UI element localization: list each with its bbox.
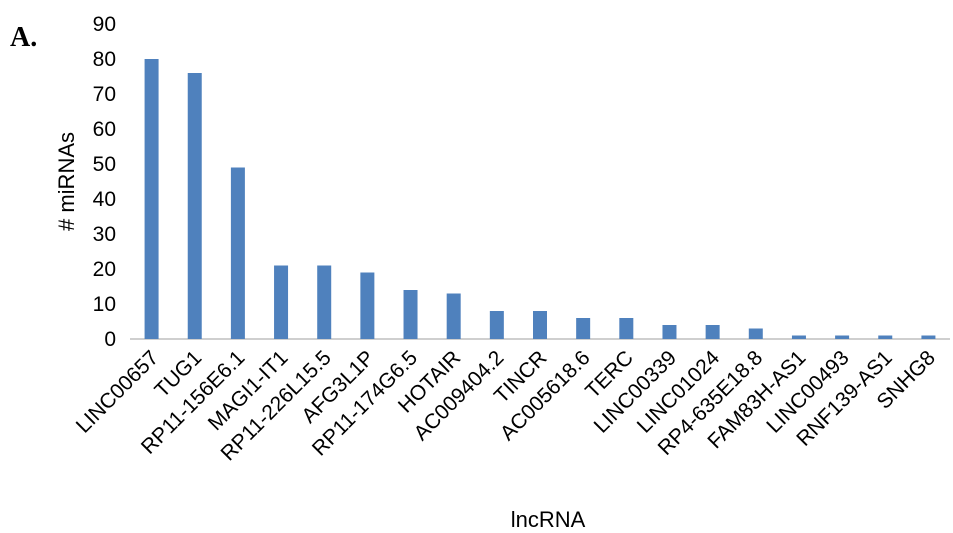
bar-linc01024 xyxy=(705,325,720,339)
bar-rp11-174g6.5 xyxy=(403,290,418,339)
bar-ac009404.2 xyxy=(489,311,504,339)
bar-rp11-226l15.5 xyxy=(317,265,332,339)
bar-snhg8 xyxy=(921,335,936,339)
bar-tincr xyxy=(533,311,547,339)
bar-ac005618.6 xyxy=(576,318,591,339)
bar-tug1 xyxy=(187,73,202,339)
y-tick-label: 70 xyxy=(93,83,116,106)
bar-fam83h-as1 xyxy=(791,335,806,339)
bar-magi1-it1 xyxy=(274,265,289,339)
bars xyxy=(144,59,936,339)
bar-linc00493 xyxy=(835,335,850,339)
bar-rnf139-as1 xyxy=(878,335,893,339)
x-axis-ticks: LINC00657TUG1RP11-156E6.1MAGI1-IT1RP11-2… xyxy=(72,346,940,465)
bar-linc00339 xyxy=(662,325,677,339)
bar-linc00657 xyxy=(144,59,159,339)
y-tick-label: 20 xyxy=(93,258,116,281)
x-axis-title: lncRNA xyxy=(511,507,586,532)
bar-rp11-156e6.1 xyxy=(230,167,245,339)
bar-rp4-635e18.8 xyxy=(748,328,763,339)
y-tick-label: 40 xyxy=(93,188,116,211)
y-axis-title: # miRNAs xyxy=(54,132,79,231)
bar-afg3l1p xyxy=(360,272,375,339)
y-tick-label: 90 xyxy=(93,13,116,36)
bar-terc xyxy=(619,318,634,339)
y-tick-label: 30 xyxy=(93,223,116,246)
bar-hotair xyxy=(446,293,461,339)
y-axis-ticks: 0 10 20 30 40 50 60 70 80 90 xyxy=(93,13,116,351)
y-tick-label: 0 xyxy=(104,328,116,351)
y-tick-label: 10 xyxy=(93,293,116,316)
y-tick-label: 60 xyxy=(93,118,116,141)
y-tick-label: 50 xyxy=(93,153,116,176)
panel-label: A. xyxy=(10,22,37,53)
x-tick-label: LINC00657 xyxy=(72,346,163,437)
y-tick-label: 80 xyxy=(93,48,116,71)
